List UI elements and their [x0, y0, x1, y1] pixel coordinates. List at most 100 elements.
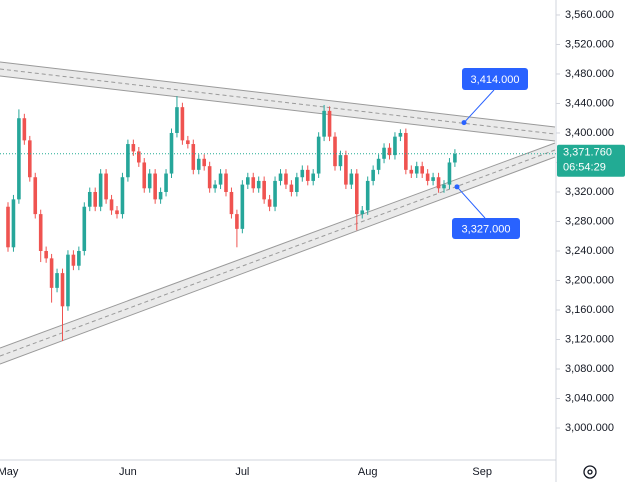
candle-body [202, 158, 206, 167]
candle-body [49, 258, 54, 288]
y-tick-label: 3,560.000 [565, 9, 614, 21]
candle-body [120, 177, 125, 215]
candle-body [333, 136, 337, 167]
x-tick-label: Jun [119, 466, 137, 478]
last-price-label: 3,371.760 [563, 147, 612, 159]
candle-body [278, 173, 283, 181]
annotation-label: 3,327.000 [462, 223, 511, 235]
candle-body [305, 169, 310, 181]
candle-body [87, 191, 92, 207]
x-tick-label: Sep [472, 466, 492, 478]
candle-body [436, 177, 441, 189]
y-tick-label: 3,000.000 [565, 422, 614, 434]
candle-body [371, 169, 375, 181]
candle-body [360, 210, 365, 215]
candle-body [38, 214, 43, 251]
annotation-point [454, 184, 460, 190]
settings-ring[interactable] [583, 465, 597, 479]
candle-body [22, 118, 27, 141]
settings-core[interactable] [587, 469, 593, 475]
y-tick-label: 3,080.000 [565, 363, 614, 375]
candle-body [66, 254, 70, 307]
candle-body [311, 173, 315, 181]
candle-body [213, 184, 217, 189]
candle-body [186, 140, 190, 145]
candle-body [376, 158, 381, 170]
candle-body [387, 147, 392, 156]
y-tick-label: 3,320.000 [565, 186, 614, 198]
annotation-leader [463, 89, 495, 123]
candle-body [131, 144, 136, 152]
candle-body [398, 132, 403, 137]
candle-body [409, 169, 414, 174]
y-tick-label: 3,120.000 [565, 333, 614, 345]
lower-midline [0, 149, 556, 357]
candle-body [365, 180, 370, 211]
upper-edge [0, 75, 556, 142]
candle-body [273, 180, 277, 207]
annotation-point [461, 120, 467, 126]
candle-body [447, 162, 452, 185]
candle-body [153, 173, 157, 200]
last-price-box [557, 144, 625, 177]
candle-body [235, 214, 239, 229]
candle-body [6, 206, 10, 248]
candle-body [175, 107, 179, 133]
candle-body [180, 107, 185, 141]
candle-body [137, 151, 141, 163]
candle-body [164, 173, 168, 192]
candle-body [322, 110, 326, 137]
y-tick-label: 3,200.000 [565, 274, 614, 286]
candle-body [207, 166, 212, 189]
candle-body [77, 250, 81, 266]
y-tick-label: 3,400.000 [565, 127, 614, 139]
candle-body [262, 180, 266, 200]
y-tick-label: 3,520.000 [565, 38, 614, 50]
candle-body [316, 136, 321, 174]
y-tick-label: 3,040.000 [565, 392, 614, 404]
candle-body [442, 184, 446, 189]
candle-body [11, 199, 16, 248]
candle-body [420, 166, 424, 174]
lower-edge [0, 156, 556, 365]
candle-body [240, 184, 245, 229]
lower-edge [0, 142, 556, 349]
candle-body [44, 250, 48, 259]
candle-body [300, 169, 305, 178]
candle-body [142, 162, 147, 189]
candle-body [109, 199, 114, 211]
x-tick-label: Jul [235, 466, 249, 478]
y-tick-label: 3,480.000 [565, 68, 614, 80]
candle-body [158, 191, 163, 200]
y-tick-label: 3,280.000 [565, 215, 614, 227]
candle-body [344, 155, 348, 185]
candle-body [229, 191, 234, 215]
candle-body [404, 132, 408, 170]
candle-body [355, 173, 359, 215]
candle-body [126, 144, 130, 178]
candle-body [191, 144, 196, 170]
y-tick-label: 3,160.000 [565, 304, 614, 316]
candle-body [28, 140, 32, 178]
candle-body [93, 191, 97, 207]
candle-body [256, 180, 261, 189]
candle-body [327, 110, 332, 137]
y-tick-label: 3,440.000 [565, 97, 614, 109]
candle-body [289, 184, 294, 192]
candle-body [71, 254, 76, 266]
candle-body [104, 173, 108, 200]
candle-body [82, 206, 87, 251]
candle-body [98, 173, 103, 207]
settings-icon[interactable] [583, 465, 597, 479]
candle-body [169, 132, 174, 174]
candle-body [414, 166, 419, 174]
candle-body [60, 273, 65, 307]
candle-body [251, 177, 256, 189]
candle-body [338, 155, 343, 167]
candle-body [115, 210, 119, 215]
upper-band [0, 62, 555, 141]
annotation-label: 3,414.000 [471, 74, 520, 86]
candle-body [17, 118, 21, 200]
candle-body [382, 147, 386, 159]
